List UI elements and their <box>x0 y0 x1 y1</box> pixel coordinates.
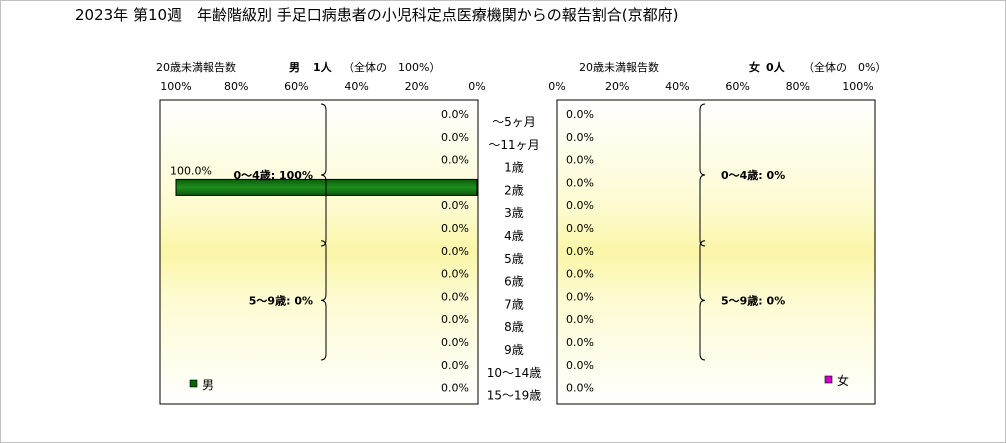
female-axis-tick: 20% <box>605 80 629 93</box>
male-data-label: 0.0% <box>441 336 469 349</box>
female-data-label: 0.0% <box>566 382 594 395</box>
axis-tick-labels: 100% 80% 60% 40% 20% 0% 0% 20% 40% 60% 80% 100% <box>160 80 873 93</box>
male-data-label: 0.0% <box>441 245 469 258</box>
female-data-label: 0.0% <box>566 268 594 281</box>
category-label: 7歳 <box>504 297 524 311</box>
female-data-label: 0.0% <box>566 290 594 303</box>
female-axis-tick: 80% <box>786 80 810 93</box>
female-data-label: 0.0% <box>566 359 594 372</box>
legend-male-swatch <box>189 379 198 388</box>
female-data-label: 0.0% <box>566 245 594 258</box>
category-label: 3歳 <box>504 206 524 220</box>
category-label: 15～19歳 <box>487 389 542 403</box>
chart-title: 2023年 第10週 年齢階級別 手足口病患者の小児科定点医療機関からの報告割合… <box>75 6 679 24</box>
female-header-sex: 女 <box>749 60 760 74</box>
male-axis-tick: 80% <box>224 80 248 93</box>
female-header-prefix: 20歳未満報告数 <box>579 61 659 74</box>
category-label: ～11ヶ月 <box>488 138 539 152</box>
female-data-label: 0.0% <box>566 313 594 326</box>
male-data-label: 0.0% <box>441 268 469 281</box>
category-label: 4歳 <box>504 229 524 243</box>
male-data-label: 0.0% <box>441 108 469 121</box>
male-header-share: （全体の 100%） <box>343 60 440 74</box>
male-group-brace <box>320 103 327 247</box>
category-label: 6歳 <box>504 275 524 289</box>
female-header-count: 0人 <box>766 60 786 74</box>
male-data-label: 0.0% <box>441 154 469 167</box>
female-data-label: 0.0% <box>566 176 594 189</box>
male-header-count: 1人 <box>313 60 333 74</box>
female-data-label: 0.0% <box>566 154 594 167</box>
male-axis-tick: 0% <box>468 80 485 93</box>
female-data-label: 0.0% <box>566 222 594 235</box>
category-label: 9歳 <box>504 343 524 357</box>
category-label: 5歳 <box>504 252 524 266</box>
female-axis-tick: 40% <box>665 80 689 93</box>
category-label: 1歳 <box>504 161 524 175</box>
male-data-label: 0.0% <box>441 382 469 395</box>
female-axis-tick: 60% <box>725 80 749 93</box>
legend-female-swatch <box>824 375 833 384</box>
female-data-label: 0.0% <box>566 108 594 121</box>
female-group-label: 5～9歳: 0% <box>721 293 785 307</box>
male-axis-tick: 60% <box>284 80 308 93</box>
male-group-label: 5～9歳: 0% <box>249 293 313 307</box>
male-data-label: 0.0% <box>441 222 469 235</box>
female-data-label: 0.0% <box>566 131 594 144</box>
male-data-label: 0.0% <box>441 199 469 212</box>
male-data-label: 0.0% <box>441 359 469 372</box>
female-group-brace <box>699 240 706 361</box>
legend-female-label: 女 <box>837 373 849 388</box>
female-header-share: （全体の 0%） <box>803 60 886 74</box>
male-axis-tick: 100% <box>160 80 191 93</box>
male-data-label: 0.0% <box>441 290 469 303</box>
female-axis-tick: 100% <box>842 80 873 93</box>
female-group-label: 0～4歳: 0% <box>721 168 785 182</box>
category-labels: ～5ヶ月 ～11ヶ月 1歳 2歳 3歳 4歳 5歳 6歳 7歳 8歳 9歳 10～14歳 15～19歳 <box>487 115 542 403</box>
female-axis-tick: 0% <box>548 80 565 93</box>
male-data-label: 100.0% <box>170 164 212 177</box>
category-label: 8歳 <box>504 320 524 334</box>
legend-male-label: 男 <box>202 378 214 392</box>
category-label: ～5ヶ月 <box>492 115 536 129</box>
female-data-label: 0.0% <box>566 336 594 349</box>
male-data-label: 0.0% <box>441 131 469 144</box>
male-header-prefix: 20歳未満報告数 <box>156 61 236 74</box>
category-label: 10～14歳 <box>487 366 542 380</box>
male-plot-area <box>159 99 479 405</box>
male-axis-tick: 20% <box>405 80 429 93</box>
male-group-label: 0～4歳: 100% <box>233 168 313 182</box>
male-data-label: 0.0% <box>441 313 469 326</box>
female-data-label: 0.0% <box>566 199 594 212</box>
female-group-brace <box>699 103 706 247</box>
male-axis-tick: 40% <box>344 80 368 93</box>
group-annotations: 0～4歳: 100% 5～9歳: 0% 0～4歳: 0% 5～9歳: 0% <box>233 103 785 361</box>
category-label: 2歳 <box>504 183 524 197</box>
data-labels: 0.0% 0.0% 0.0% 100.0% 0.0% 0.0% 0.0% 0.0% 0.0% 0.… <box>170 108 594 395</box>
male-header-sex: 男 <box>289 61 300 74</box>
female-plot-area <box>556 99 876 405</box>
male-group-brace <box>320 240 327 361</box>
